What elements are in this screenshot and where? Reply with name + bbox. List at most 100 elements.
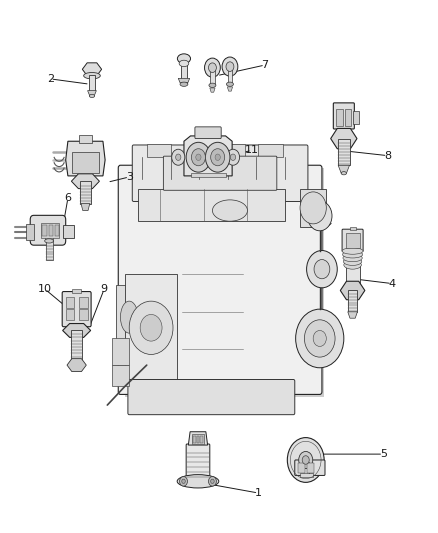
Bar (45, 235, 53, 241)
Circle shape (296, 309, 344, 368)
Text: 5: 5 (380, 449, 387, 459)
FancyBboxPatch shape (128, 379, 295, 415)
Bar (193, 436, 196, 443)
Bar (138, 189, 285, 221)
Polygon shape (340, 281, 365, 300)
Bar (300, 473, 313, 477)
Bar (80, 181, 91, 204)
Ellipse shape (45, 239, 53, 243)
Bar (66, 309, 74, 320)
Bar (192, 434, 204, 444)
Text: 4: 4 (389, 279, 396, 288)
Ellipse shape (343, 251, 363, 258)
Ellipse shape (341, 172, 346, 175)
Polygon shape (88, 91, 96, 96)
Ellipse shape (177, 474, 219, 488)
Bar (112, 365, 129, 386)
Bar (55, 225, 59, 236)
Polygon shape (184, 136, 232, 176)
Polygon shape (66, 141, 105, 176)
Ellipse shape (179, 60, 189, 67)
Circle shape (180, 477, 187, 486)
Bar (147, 144, 171, 157)
Circle shape (302, 456, 309, 464)
Text: 6: 6 (64, 193, 71, 203)
Text: 3: 3 (126, 172, 133, 182)
Ellipse shape (180, 82, 188, 86)
Polygon shape (71, 361, 82, 370)
Polygon shape (188, 432, 208, 445)
Text: 1: 1 (255, 488, 262, 498)
Bar (181, 62, 187, 83)
FancyBboxPatch shape (30, 215, 66, 245)
Bar (200, 436, 203, 443)
Bar (350, 227, 356, 230)
Bar (112, 338, 129, 365)
Bar (79, 135, 92, 143)
Ellipse shape (343, 257, 362, 265)
Circle shape (313, 330, 326, 346)
Polygon shape (82, 63, 102, 76)
Bar (307, 463, 314, 473)
Ellipse shape (343, 254, 362, 262)
Circle shape (226, 62, 234, 71)
Polygon shape (125, 168, 324, 397)
Ellipse shape (209, 83, 216, 87)
Circle shape (205, 142, 230, 172)
Bar (210, 68, 215, 85)
Circle shape (307, 201, 332, 231)
FancyBboxPatch shape (118, 165, 322, 394)
Text: 11: 11 (245, 146, 259, 155)
Circle shape (222, 57, 238, 76)
Circle shape (287, 438, 324, 482)
Text: 10: 10 (38, 284, 52, 294)
Bar (46, 241, 53, 260)
Bar (66, 297, 74, 308)
Bar (221, 144, 245, 157)
Bar (89, 75, 95, 91)
FancyBboxPatch shape (62, 292, 91, 327)
Ellipse shape (120, 301, 138, 333)
Polygon shape (227, 87, 233, 91)
Circle shape (226, 149, 240, 165)
Text: 8: 8 (384, 151, 391, 160)
Bar (63, 225, 74, 238)
Text: 7: 7 (261, 60, 268, 70)
Bar (116, 285, 142, 349)
Polygon shape (67, 359, 86, 372)
Circle shape (205, 58, 220, 77)
Circle shape (300, 192, 326, 224)
Circle shape (215, 154, 220, 160)
Bar (42, 225, 47, 236)
Bar (336, 109, 343, 126)
Ellipse shape (344, 261, 361, 269)
Bar (72, 152, 99, 173)
Circle shape (211, 479, 214, 483)
Bar (49, 225, 53, 236)
Circle shape (176, 154, 181, 160)
Circle shape (196, 154, 201, 160)
Bar (298, 463, 305, 473)
Circle shape (211, 149, 225, 166)
Bar (184, 144, 208, 157)
Bar (258, 144, 283, 157)
Bar (191, 173, 226, 177)
Bar (346, 252, 360, 286)
FancyBboxPatch shape (295, 460, 325, 475)
Polygon shape (210, 88, 215, 92)
Circle shape (314, 260, 330, 279)
Bar (346, 233, 360, 248)
FancyBboxPatch shape (186, 444, 210, 481)
Ellipse shape (89, 94, 95, 98)
Bar (41, 223, 59, 238)
Polygon shape (81, 204, 90, 211)
FancyBboxPatch shape (132, 145, 308, 201)
FancyBboxPatch shape (333, 103, 354, 129)
FancyBboxPatch shape (195, 127, 221, 139)
Polygon shape (338, 165, 350, 173)
Bar (26, 224, 34, 240)
Bar (71, 330, 82, 361)
Polygon shape (348, 312, 357, 318)
Ellipse shape (84, 72, 100, 79)
Text: 2: 2 (47, 74, 54, 84)
